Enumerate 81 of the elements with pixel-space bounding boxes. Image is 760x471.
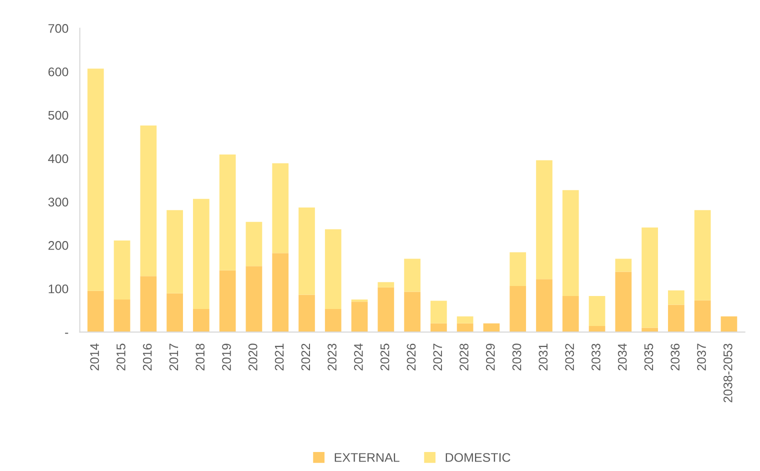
y-tick-label: 200 [48, 241, 68, 250]
x-tick-label: 2025 [380, 344, 390, 370]
bar [668, 304, 684, 332]
bar [114, 240, 130, 300]
bar [456, 316, 474, 324]
x-tick-label: 2017 [169, 344, 178, 370]
bar [298, 294, 315, 332]
bar [272, 163, 289, 254]
x-tick-label: 2014 [90, 344, 99, 370]
bar [694, 300, 711, 332]
bar [615, 272, 632, 332]
x-tick-label: 2019 [222, 344, 231, 370]
bar [193, 198, 210, 310]
bar [193, 309, 210, 332]
x-tick-label: 2030 [512, 344, 522, 370]
x-tick-label: 2021 [274, 344, 284, 370]
bar [642, 328, 658, 332]
legend-label: EXTERNAL [334, 453, 400, 462]
x-tick-label: 2027 [433, 344, 442, 370]
bar [510, 286, 526, 332]
bar [456, 323, 474, 332]
bar [483, 323, 500, 332]
bar [324, 229, 342, 310]
bar [298, 208, 315, 295]
bar [430, 323, 447, 332]
y-tick-label: 100 [48, 284, 68, 294]
bar [140, 276, 157, 332]
y-tick-label: - [65, 332, 68, 334]
x-tick-label: 2020 [248, 344, 258, 370]
bar [562, 190, 579, 296]
bar [642, 227, 658, 328]
x-tick-label: 2038-2053 [723, 344, 732, 402]
bar [430, 300, 447, 324]
bar [404, 292, 420, 332]
x-tick-label: 2018 [196, 344, 205, 370]
bar [246, 266, 262, 332]
x-tick-label: 2035 [644, 344, 654, 370]
bar [668, 290, 684, 305]
legend-label: DOMESTIC [446, 453, 510, 462]
bar [272, 253, 289, 332]
bar [324, 309, 342, 332]
bar [378, 287, 394, 332]
bar [536, 160, 552, 280]
bar [510, 252, 526, 286]
x-tick-label: 2016 [142, 344, 152, 370]
x-tick-label: 2023 [328, 344, 336, 370]
y-tick-label: 700 [48, 24, 68, 33]
x-tick-label: 2033 [592, 344, 600, 370]
bar [166, 210, 183, 294]
y-tick-label: 500 [48, 110, 68, 120]
bar [219, 154, 236, 270]
bar [140, 125, 157, 276]
bar [720, 316, 738, 332]
x-tick-label: 2037 [697, 344, 706, 370]
y-tick-label: 300 [48, 198, 68, 207]
bar [219, 270, 236, 332]
x-tick-label: 2024 [354, 344, 363, 370]
x-tick-label: 2031 [538, 344, 548, 370]
bar [87, 68, 104, 291]
x-tick-label: 2015 [116, 344, 126, 370]
bar [246, 222, 262, 266]
y-tick-label: 400 [48, 154, 68, 164]
x-tick-label: 2028 [460, 344, 468, 370]
bar [87, 290, 104, 332]
bar [536, 279, 552, 332]
x-tick-label: 2034 [618, 344, 627, 370]
bar [166, 293, 183, 332]
bar [351, 302, 368, 332]
x-tick-label: 2026 [406, 344, 416, 370]
x-tick-label: 2022 [301, 344, 310, 370]
x-tick-label: 2029 [486, 344, 495, 370]
x-tick-label: 2032 [565, 344, 574, 370]
bar [378, 282, 394, 288]
x-tick-label: 2036 [670, 344, 680, 370]
bar [562, 296, 579, 332]
bar [694, 210, 711, 300]
y-tick-label: 600 [48, 67, 68, 76]
bar [588, 296, 606, 326]
bar [114, 300, 130, 332]
bar [615, 258, 632, 272]
bar [404, 258, 420, 292]
